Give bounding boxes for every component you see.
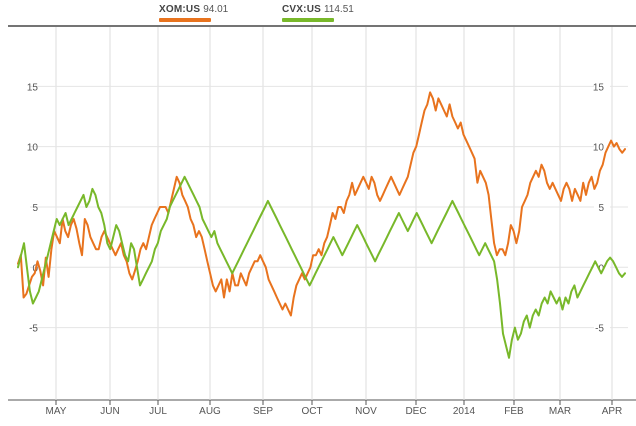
- y-tick-label-right: 5: [598, 203, 604, 214]
- y-tick-label-left: 5: [32, 203, 38, 214]
- legend-symbol-cvx: CVX:US: [282, 4, 321, 15]
- x-tick-label: OCT: [301, 406, 322, 417]
- x-tick-label: NOV: [355, 406, 377, 417]
- x-tick-label: JUN: [100, 406, 119, 417]
- series-line-cvx: [17, 175, 626, 359]
- legend-swatch-cvx: [282, 18, 334, 22]
- x-tick-label: 2014: [453, 406, 476, 417]
- x-tick-label: AUG: [199, 406, 221, 417]
- x-tick-label: MAY: [46, 406, 67, 417]
- legend-value-cvx: 114.51: [323, 4, 354, 15]
- series-line-xom: [17, 91, 626, 317]
- x-tick-label: FEB: [504, 406, 524, 417]
- y-tick-label-right: 10: [593, 143, 605, 154]
- x-tick-label: MAR: [549, 406, 571, 417]
- legend-item-xom[interactable]: XOM:US 94.01: [159, 4, 229, 22]
- legend-value-xom: 94.01: [203, 4, 229, 15]
- y-tick-label-right: 0: [598, 263, 604, 274]
- y-tick-label-left: 15: [27, 82, 39, 93]
- x-tick-label: DEC: [405, 406, 426, 417]
- x-tick-label: SEP: [253, 406, 273, 417]
- y-tick-label-right: -5: [595, 324, 604, 335]
- legend-item-cvx[interactable]: CVX:US 114.51: [282, 4, 354, 22]
- y-tick-label-left: -5: [29, 324, 38, 335]
- legend-swatch-xom: [159, 18, 211, 22]
- y-tick-label-left: 10: [27, 143, 39, 154]
- x-tick-label: JUL: [149, 406, 167, 417]
- x-tick-label: APR: [602, 406, 623, 417]
- legend-symbol-xom: XOM:US: [159, 4, 201, 15]
- y-tick-label-right: 15: [593, 82, 605, 93]
